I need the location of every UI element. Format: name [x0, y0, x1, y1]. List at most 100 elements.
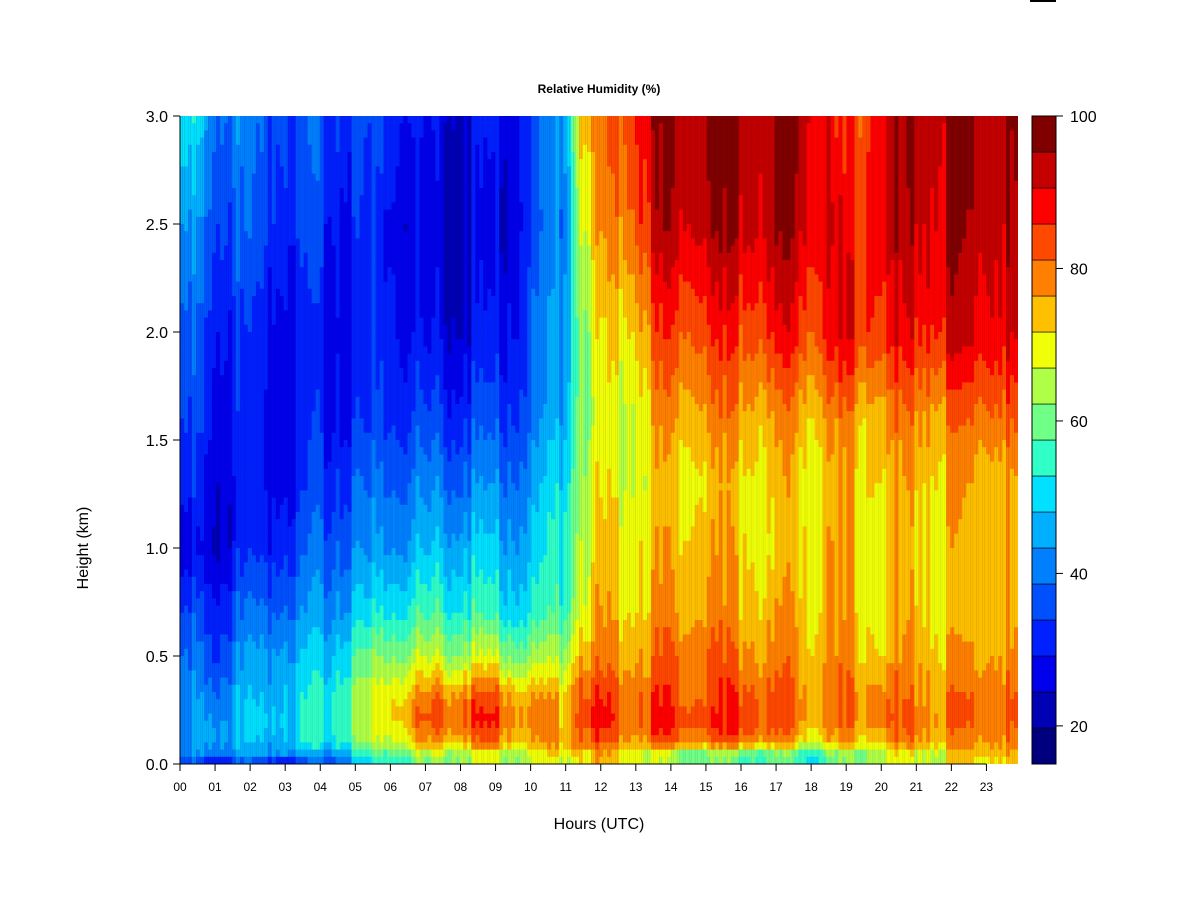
heatmap-cell	[459, 130, 464, 139]
heatmap-cell	[563, 166, 568, 175]
heatmap-cell	[690, 137, 696, 146]
heatmap-cell	[311, 144, 317, 153]
heatmap-cell	[790, 144, 796, 153]
heatmap-cell	[303, 137, 309, 146]
heatmap-cell	[183, 159, 189, 167]
heatmap-cell	[774, 144, 780, 153]
heatmap-cell	[471, 166, 476, 175]
heatmap-cell	[950, 152, 955, 160]
heatmap-cell	[750, 130, 756, 139]
heatmap-cell	[251, 123, 257, 131]
heatmap-cell	[986, 116, 991, 124]
heatmap-cell	[794, 166, 800, 175]
heatmap-cell	[862, 159, 867, 167]
heatmap-cell	[706, 159, 712, 167]
heatmap-cell	[467, 130, 472, 139]
heatmap-cell	[606, 159, 612, 167]
heatmap-cell	[271, 166, 277, 175]
heatmap-cell	[371, 144, 377, 153]
heatmap-cell	[599, 144, 604, 153]
heatmap-cell	[503, 130, 508, 139]
heatmap-cell	[443, 116, 448, 124]
heatmap-cell	[503, 123, 508, 131]
heatmap-cell	[706, 137, 712, 146]
heatmap-cell	[930, 123, 935, 131]
heatmap-cell	[790, 130, 796, 139]
heatmap-cell	[259, 152, 265, 160]
heatmap-cell	[275, 159, 281, 167]
heatmap-cell	[407, 137, 413, 146]
heatmap-cell	[227, 116, 233, 124]
heatmap-cell	[423, 152, 429, 160]
heatmap-cell	[834, 166, 840, 175]
heatmap-cell	[531, 159, 536, 167]
heatmap-cell	[383, 123, 389, 131]
heatmap-cell	[750, 166, 756, 175]
heatmap-cell	[966, 130, 971, 139]
heatmap-cell	[874, 137, 879, 146]
heatmap-cell	[830, 116, 836, 124]
heatmap-cell	[499, 130, 504, 139]
heatmap-cell	[263, 166, 269, 175]
heatmap-cell	[606, 137, 612, 146]
heatmap-cell	[854, 116, 859, 124]
heatmap-cell	[279, 130, 285, 139]
heatmap-cell	[622, 152, 628, 160]
heatmap-cell	[211, 116, 217, 124]
heatmap-cell	[399, 123, 405, 131]
heatmap-cell	[910, 137, 915, 146]
heatmap-cell	[523, 159, 528, 167]
heatmap-cell	[331, 130, 337, 139]
heatmap-cell	[742, 144, 748, 153]
heatmap-cell	[646, 152, 652, 160]
heatmap-cell	[662, 137, 668, 146]
heatmap-cell	[842, 144, 848, 153]
heatmap-cell	[826, 144, 832, 153]
heatmap-cell	[878, 144, 883, 153]
heatmap-cell	[263, 137, 269, 146]
heatmap-cell	[862, 144, 867, 153]
heatmap-cell	[583, 144, 588, 153]
heatmap-cell	[367, 166, 373, 175]
heatmap-cell	[327, 130, 333, 139]
heatmap-cell	[359, 152, 365, 160]
heatmap-cell	[235, 144, 241, 153]
heatmap-cell	[363, 123, 369, 131]
heatmap-cell	[842, 152, 848, 160]
heatmap-cell	[966, 123, 971, 131]
heatmap-cell	[766, 130, 772, 139]
heatmap-cell	[774, 116, 780, 124]
heatmap-cell	[738, 144, 744, 153]
heatmap-cell	[738, 116, 744, 124]
heatmap-cell	[602, 137, 608, 146]
heatmap-cell	[602, 123, 608, 131]
heatmap-cell	[914, 152, 919, 160]
heatmap-cell	[535, 123, 540, 131]
heatmap-cell	[219, 116, 225, 124]
heatmap-cell	[287, 130, 293, 139]
heatmap-cell	[978, 144, 983, 153]
heatmap-cell	[686, 144, 692, 153]
heatmap-cell	[742, 130, 748, 139]
heatmap-cell	[658, 137, 664, 146]
heatmap-cell	[423, 123, 429, 131]
heatmap-cell	[555, 159, 560, 167]
heatmap-cell	[567, 123, 572, 131]
heatmap-cell	[730, 152, 736, 160]
heatmap-cell	[750, 116, 756, 124]
heatmap-cell	[890, 137, 895, 146]
heatmap-cell	[866, 159, 871, 167]
heatmap-cell	[243, 152, 249, 160]
heatmap-cell	[610, 152, 616, 160]
heatmap-cell	[974, 144, 979, 153]
heatmap-cell	[219, 152, 225, 160]
heatmap-cell	[587, 144, 592, 153]
heatmap-cell	[858, 144, 863, 153]
heatmap-cell	[650, 166, 656, 175]
heatmap-cell	[818, 144, 824, 153]
heatmap-cell	[319, 137, 325, 146]
heatmap-cell	[710, 123, 716, 131]
heatmap-cell	[974, 137, 979, 146]
heatmap-cell	[942, 152, 947, 160]
heatmap-cell	[706, 123, 712, 131]
